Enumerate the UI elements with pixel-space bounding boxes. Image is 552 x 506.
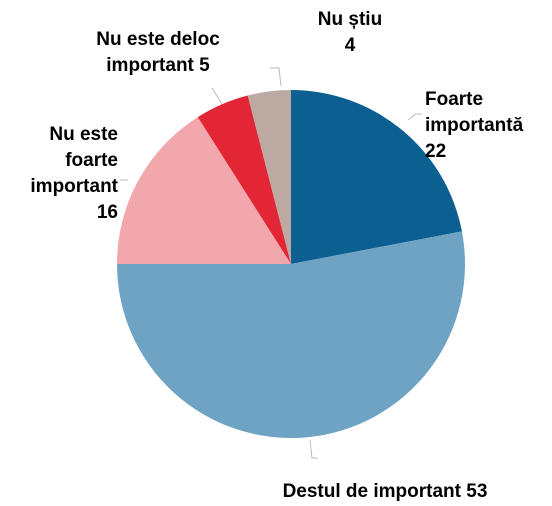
pie-slice: [197, 95, 291, 265]
leader-line: [270, 67, 282, 87]
label-category: Foarte importantă: [425, 89, 524, 136]
label-value: 4: [344, 35, 356, 56]
slices: [117, 90, 466, 439]
data-label: Nu este deloc important 5: [68, 27, 248, 79]
label-value: 22: [425, 141, 447, 162]
data-label: Foarte importantă 22: [425, 87, 551, 165]
label-value: 53: [466, 481, 488, 502]
data-label: Nu știu 4: [300, 7, 400, 59]
label-category: Nu este foarte important: [30, 124, 118, 197]
label-value: 16: [96, 202, 118, 223]
leader-lines: [120, 67, 422, 459]
label-category: Destul de important: [282, 481, 461, 502]
label-category: Nu știu: [317, 9, 383, 30]
leader-line: [211, 87, 223, 105]
pie-slice: [247, 90, 291, 264]
pie-slice: [117, 117, 291, 264]
data-label: Nu este foarte important 16: [4, 122, 118, 226]
label-category: Nu este deloc important: [96, 29, 220, 76]
data-label: Destul de important 53: [235, 479, 535, 505]
leader-line: [407, 113, 422, 121]
pie-slice: [117, 231, 466, 439]
leader-line: [309, 439, 318, 459]
pie-slice: [291, 90, 462, 264]
label-value: 5: [199, 55, 210, 76]
